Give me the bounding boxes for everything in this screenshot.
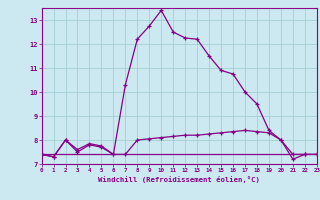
- X-axis label: Windchill (Refroidissement éolien,°C): Windchill (Refroidissement éolien,°C): [98, 176, 260, 183]
